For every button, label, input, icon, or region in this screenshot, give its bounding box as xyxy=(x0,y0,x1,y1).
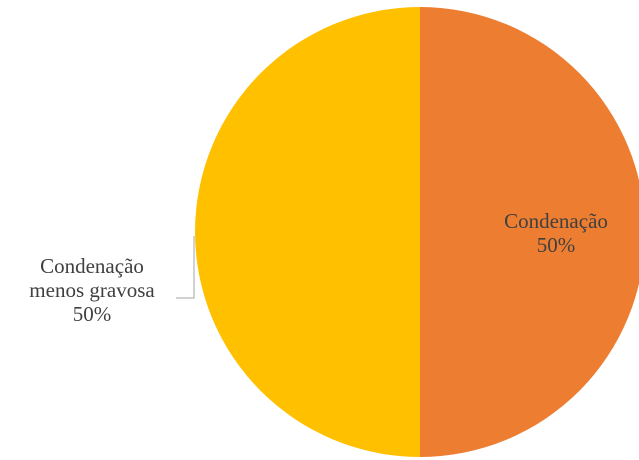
slice-1-percent-label: 50% xyxy=(537,233,576,257)
slice-1-name-label: Condenação xyxy=(504,209,608,233)
pie-slice-2 xyxy=(195,7,420,457)
leader-line-2 xyxy=(176,236,195,299)
slice-2-name-label: menos gravosa xyxy=(29,278,155,302)
slice-2-percent-label: 50% xyxy=(73,302,112,326)
pie-slice-1 xyxy=(420,7,639,457)
slice-2-name-label: Condenação xyxy=(40,254,144,278)
